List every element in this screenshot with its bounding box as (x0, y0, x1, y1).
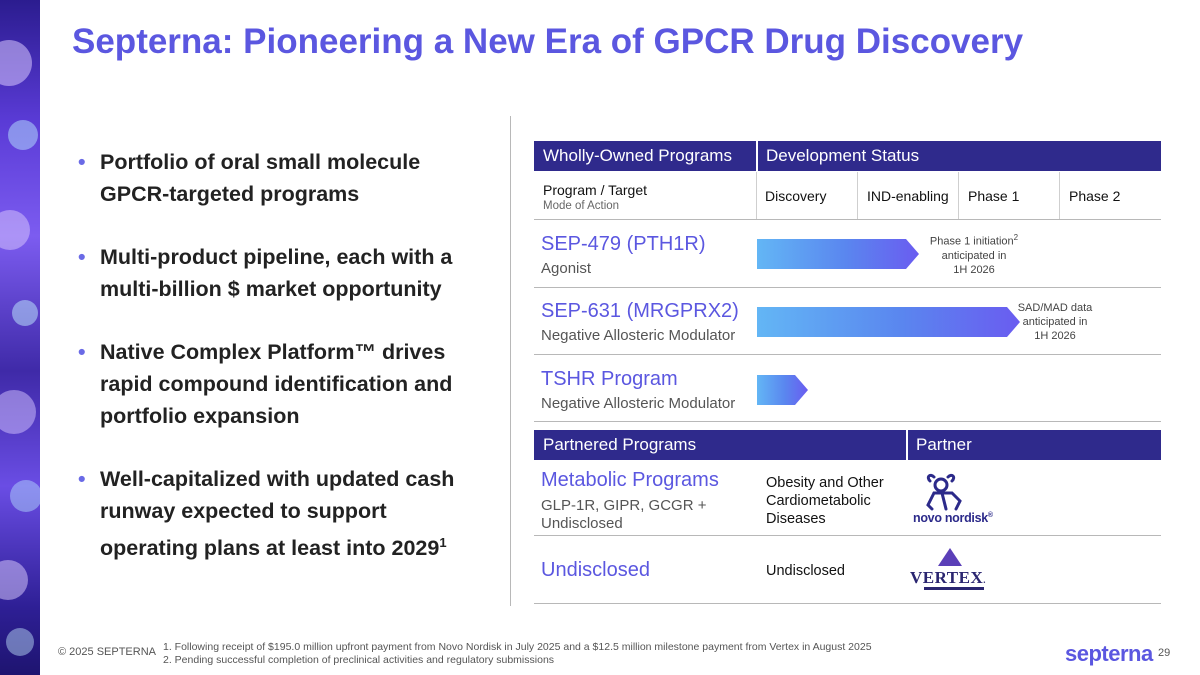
program-target-label: Program / Target (543, 182, 648, 198)
footnote-ref: 1 (439, 535, 447, 550)
row-divider (534, 603, 1161, 604)
bullet-text: Multi-product pipeline, each with a mult… (100, 245, 453, 301)
vertex-logo: VERTEX. (910, 568, 986, 588)
program-subheader: Program / Target Mode of Action (543, 182, 647, 212)
partnered-header-bar (534, 430, 1161, 460)
note-line: 1H 2026 (1034, 330, 1076, 342)
row-divider (534, 421, 1161, 422)
footnote: 1. Following receipt of $195.0 million u… (163, 641, 872, 653)
key-points-list: • Portfolio of oral small molecule GPCR-… (76, 146, 486, 595)
program-name: SEP-479 (PTH1R) (541, 233, 706, 255)
development-status-header: Development Status (766, 146, 920, 165)
bullet-text: Well-capitalized with updated cash runwa… (100, 467, 455, 561)
vertex-triangle-icon (924, 548, 984, 590)
progress-arrow (757, 307, 1020, 337)
footnote: 2. Pending successful completion of prec… (163, 654, 555, 666)
partnered-program-name: Metabolic Programs (541, 469, 719, 491)
bullet-item: • Well-capitalized with updated cash run… (76, 463, 486, 564)
partnered-programs-header: Partnered Programs (543, 435, 697, 454)
program-moa: Negative Allosteric Modulator (541, 395, 736, 412)
stage-discovery: Discovery (765, 188, 827, 204)
stage-phase-2: Phase 2 (1069, 188, 1121, 204)
stage-ind-enabling: IND-enabling (867, 188, 949, 204)
milestone-note: SAD/MAD data anticipated in 1H 2026 (1003, 301, 1107, 343)
bullet-marker: • (78, 340, 86, 364)
note-line: anticipated in (941, 249, 1007, 262)
row-divider (534, 287, 1161, 288)
program-moa: Agonist (541, 260, 592, 277)
partnered-program-targets: GLP-1R, GIPR, GCGR + Undisclosed (541, 497, 707, 532)
note-line: anticipated in (1022, 316, 1088, 328)
novo-nordisk-bull-icon (926, 473, 962, 511)
bullet-item: • Portfolio of oral small molecule GPCR-… (76, 146, 486, 210)
progress-arrow (757, 375, 808, 405)
footnotes: 1. Following receipt of $195.0 million u… (163, 641, 872, 667)
partnered-indication: Undisclosed (766, 563, 845, 579)
row-divider (534, 354, 1161, 355)
program-name: SEP-631 (MRGPRX2) (541, 300, 739, 322)
partner-header: Partner (916, 435, 972, 454)
bullet-text: Portfolio of oral small molecule GPCR-ta… (100, 150, 421, 206)
bullet-marker: • (78, 150, 86, 174)
page-title: Septerna: Pioneering a New Era of GPCR D… (72, 22, 1024, 61)
milestone-note: Phase 1 initiation2 anticipated in 1H 20… (922, 231, 1026, 277)
bullet-marker: • (78, 467, 86, 491)
row-divider (534, 535, 1161, 536)
vertex-mark: . (983, 575, 986, 585)
stage-separator (958, 172, 959, 219)
page-number: 29 (1158, 647, 1171, 659)
note-line: Phase 1 initiation (929, 235, 1014, 248)
side-decorative-art (0, 0, 40, 675)
program-moa: Negative Allosteric Modulator (541, 327, 736, 344)
partnered-program-name: Undisclosed (541, 559, 650, 581)
novo-nordisk-logo: novo nordisk® (913, 511, 993, 525)
progress-arrow (757, 239, 919, 269)
note-line: SAD/MAD data (1017, 302, 1093, 314)
bullet-item: • Multi-product pipeline, each with a mu… (76, 241, 486, 305)
stage-separator (1059, 172, 1060, 219)
bullet-text: Native Complex Platform™ drives rapid co… (100, 340, 453, 428)
program-name: TSHR Program (541, 368, 678, 390)
trademark-mark: ® (987, 511, 993, 519)
wholly-owned-header-bar (534, 141, 1161, 171)
vertical-divider (510, 116, 511, 606)
footnote-ref: 2 (1013, 233, 1019, 242)
stage-phase-1: Phase 1 (968, 188, 1020, 204)
bullet-item: • Native Complex Platform™ drives rapid … (76, 336, 486, 432)
partnered-indication: Obesity and Other Cardiometabolic Diseas… (766, 475, 884, 527)
vertex-wordmark: VERTEX (910, 568, 984, 587)
mode-of-action-label: Mode of Action (543, 200, 620, 212)
stage-separator (857, 172, 858, 219)
note-line: 1H 2026 (953, 263, 995, 276)
row-divider (534, 219, 1161, 220)
stage-separator (756, 172, 757, 219)
copyright: © 2025 SEPTERNA (58, 646, 156, 658)
header-separator (906, 430, 908, 460)
wholly-owned-header: Wholly-Owned Programs (543, 146, 732, 165)
novo-nordisk-wordmark: novo nordisk (913, 511, 988, 525)
septerna-logo: septerna (1065, 641, 1153, 666)
bullet-marker: • (78, 245, 86, 269)
header-separator (756, 141, 758, 171)
